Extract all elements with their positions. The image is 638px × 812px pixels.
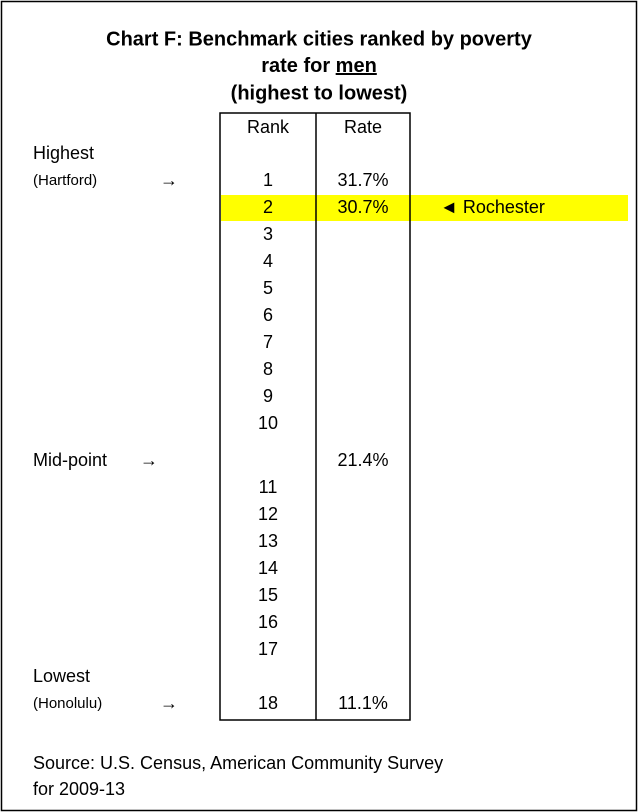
source: for 2009-13 (33, 779, 125, 799)
rank: 11 (259, 477, 278, 497)
rank: 14 (258, 558, 278, 578)
rank: 6 (263, 305, 273, 325)
note: ◄ Rochester (440, 197, 545, 217)
rate: 21.4% (337, 450, 388, 470)
rank: 2 (263, 197, 273, 217)
arrow: → (160, 693, 178, 713)
rank: 16 (258, 612, 278, 632)
highlight (221, 195, 628, 221)
rank: 9 (263, 386, 273, 406)
rank: 12 (258, 504, 278, 524)
title-emphasis: men (336, 55, 377, 77)
rate: 30.7% (337, 197, 388, 217)
column-header: Rate (344, 117, 382, 137)
rank: 3 (263, 224, 273, 244)
rank: 17 (258, 639, 278, 659)
row-label: (Honolulu) (33, 695, 102, 712)
rank: 18 (258, 693, 278, 713)
arrow: → (140, 450, 158, 470)
rank: 7 (263, 332, 273, 352)
title-line: (highest to lowest) (231, 82, 408, 104)
row-label: (Hartford) (33, 172, 97, 189)
rank: 8 (263, 359, 273, 379)
table-border (219, 112, 411, 721)
arrow: → (160, 170, 178, 190)
title-line: Chart F: Benchmark cities ranked by pove… (106, 28, 533, 50)
row-label: Lowest (33, 666, 90, 686)
row-label: Mid-point (33, 450, 107, 470)
row-label: Highest (33, 143, 94, 163)
source: Source: U.S. Census, American Community … (33, 753, 443, 773)
rate: 31.7% (337, 170, 388, 190)
title-text: rate for (261, 55, 330, 77)
rank: 15 (258, 585, 278, 605)
rank: 4 (263, 251, 273, 271)
title-line: rate for men (261, 55, 377, 77)
rank: 10 (258, 413, 278, 433)
rank: 13 (258, 531, 278, 551)
rank: 5 (263, 278, 273, 298)
column-header: Rank (247, 117, 290, 137)
rate: 11.1% (338, 693, 388, 713)
rank: 1 (263, 170, 273, 190)
